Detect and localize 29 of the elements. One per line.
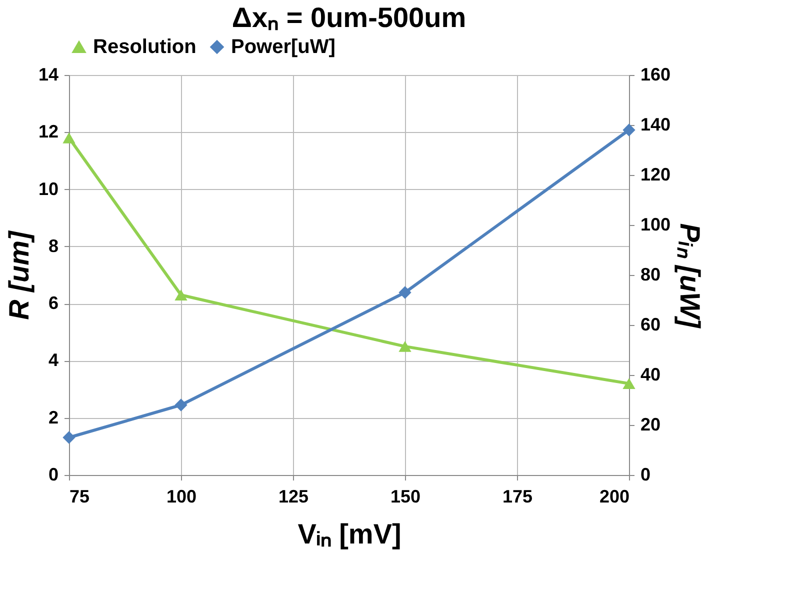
y2-tick-label: 0 bbox=[640, 464, 651, 484]
y-axis-title: R [um] bbox=[3, 230, 34, 320]
y2-axis-title: Pᵢₙ [uW] bbox=[674, 223, 706, 330]
y-tick-label: 14 bbox=[38, 64, 58, 84]
x-tick-label: 75 bbox=[70, 486, 90, 506]
y2-tick-label: 120 bbox=[640, 164, 671, 184]
y2-tick-label: 140 bbox=[640, 114, 671, 134]
y-tick-label: 8 bbox=[48, 236, 58, 256]
y2-tick-label: 160 bbox=[640, 64, 671, 84]
y-tick-label: 4 bbox=[48, 350, 58, 370]
x-tick-label: 125 bbox=[278, 486, 309, 506]
x-tick-label: 150 bbox=[390, 486, 421, 506]
x-tick-label: 200 bbox=[599, 486, 630, 506]
legend-label: Power[uW] bbox=[231, 36, 336, 58]
y2-tick-label: 80 bbox=[640, 264, 661, 284]
y2-tick-label: 100 bbox=[640, 214, 671, 234]
legend-label: Resolution bbox=[93, 36, 196, 58]
y-tick-label: 10 bbox=[38, 178, 58, 199]
y2-tick-label: 40 bbox=[640, 364, 661, 384]
y2-tick-label: 20 bbox=[640, 414, 661, 434]
x-axis-title: Vᵢₙ [mV] bbox=[298, 518, 402, 550]
y-tick-label: 2 bbox=[48, 407, 58, 428]
y2-tick-label: 60 bbox=[640, 314, 661, 334]
y-tick-label: 12 bbox=[38, 122, 58, 142]
y-tick-label: 6 bbox=[48, 293, 58, 314]
chart-title: Δxₙ = 0um-500um bbox=[232, 2, 466, 33]
y-tick-label: 0 bbox=[48, 464, 58, 484]
x-tick-label: 100 bbox=[166, 486, 197, 506]
x-tick-label: 175 bbox=[502, 486, 533, 506]
